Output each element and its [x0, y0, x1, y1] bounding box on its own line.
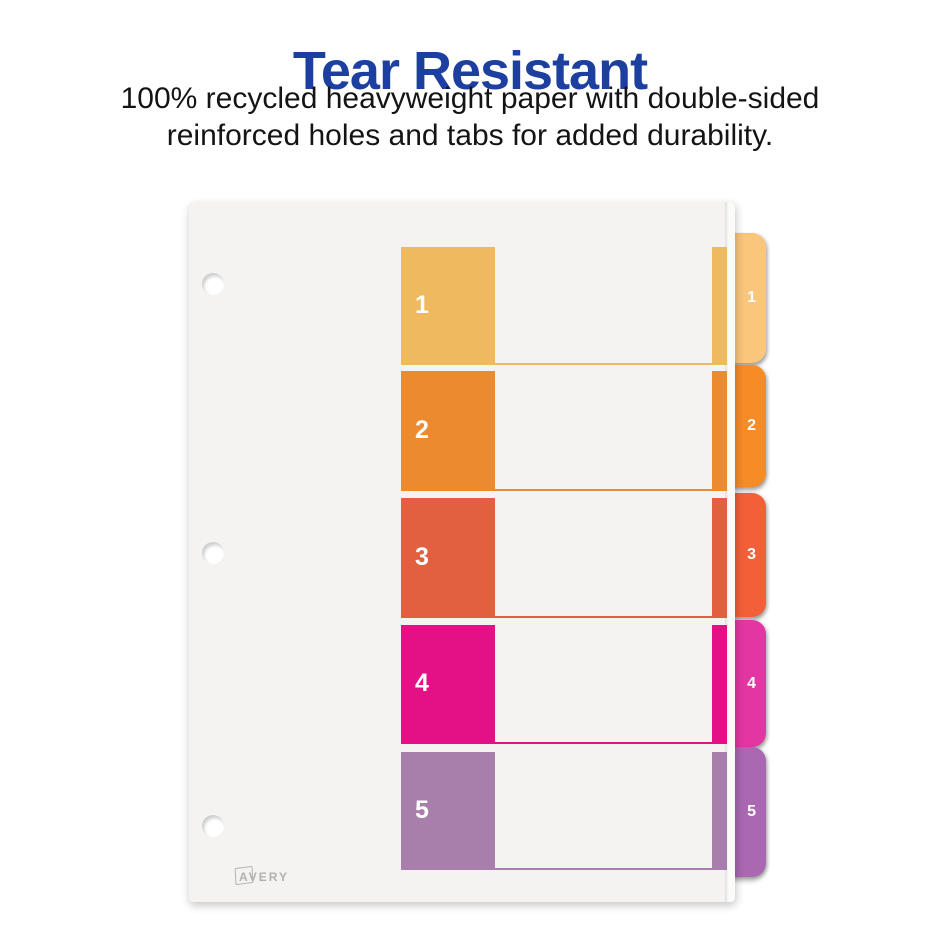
toc-row-1: 1 [401, 247, 727, 365]
toc-row-2-color-block: 2 [401, 371, 495, 489]
toc-row-3-color-block: 3 [401, 498, 495, 616]
avery-logo-frame-icon [234, 865, 254, 886]
toc-row-5-color-block: 5 [401, 752, 495, 868]
toc-row-3-edge-strip [712, 498, 727, 616]
description-line-1: 100% recycled heavyweight paper with dou… [120, 82, 820, 115]
avery-logo-text: AVERY [239, 870, 290, 884]
description-line-2: reinforced holes and tabs for added dura… [166, 119, 774, 152]
toc-row-4-number: 4 [415, 669, 429, 697]
toc-row-1-edge-strip [712, 247, 727, 363]
avery-logo: AVERY [234, 865, 290, 886]
toc-row-2: 2 [401, 371, 727, 491]
toc-row-2-edge-strip [712, 371, 727, 489]
punch-hole-top [202, 273, 224, 295]
toc-row-5-number: 5 [415, 795, 429, 824]
divider-sheet: 1 2 3 4 5 [189, 202, 735, 902]
tab-5-number: 5 [747, 803, 756, 820]
product-description: 100% recycled heavyweight paper with dou… [0, 80, 940, 154]
tab-3-number: 3 [747, 546, 756, 563]
toc-row-4: 4 [401, 625, 727, 744]
toc-row-4-color-block: 4 [401, 625, 495, 742]
punch-hole-bottom [202, 815, 224, 837]
toc-row-4-edge-strip [712, 625, 727, 742]
tab-2-number: 2 [747, 417, 756, 434]
page-title: Tear Resistant [292, 41, 648, 102]
tab-1-number: 1 [747, 289, 756, 306]
toc-row-5: 5 [401, 752, 727, 870]
toc-row-1-number: 1 [415, 290, 429, 319]
toc-row-3: 3 [401, 498, 727, 618]
tab-4-number: 4 [747, 674, 756, 692]
toc-row-5-edge-strip [712, 752, 727, 868]
punch-hole-middle [202, 542, 224, 564]
toc-row-3-number: 3 [415, 542, 429, 571]
toc-row-1-color-block: 1 [401, 247, 495, 363]
toc-row-2-number: 2 [415, 415, 429, 444]
